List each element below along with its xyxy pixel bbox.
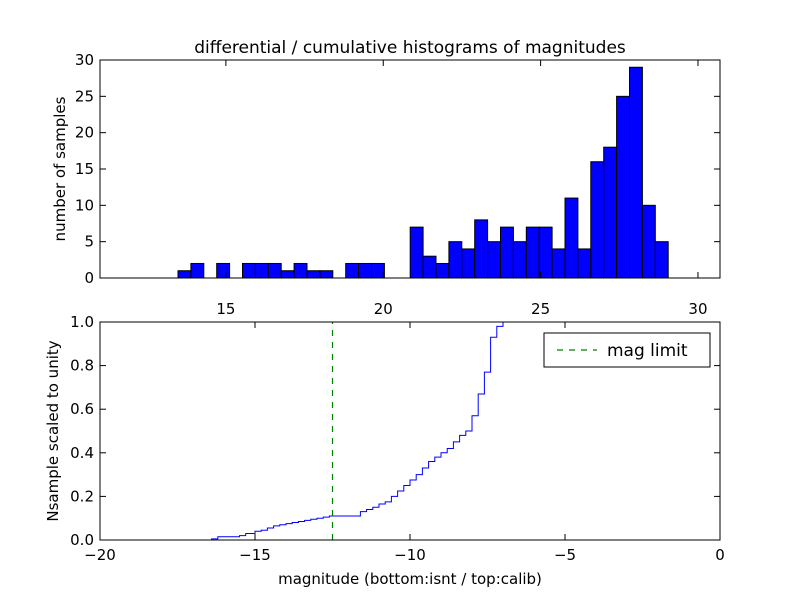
histogram-x-tick-label: 15 (216, 300, 235, 318)
histogram-bar (616, 95, 630, 279)
histogram-ticks: 15 20 25 30 0 5 10 15 20 25 30 (75, 51, 720, 318)
histogram-bar (577, 248, 592, 279)
cumulative-y-tick-label: 0.8 (70, 357, 94, 375)
histogram-bar (435, 262, 450, 279)
legend-label-mag-limit: mag limit (607, 341, 688, 361)
histogram-bar (190, 262, 205, 279)
histogram-bar (254, 262, 269, 279)
cumulative-x-tick-label: −5 (554, 546, 576, 564)
histogram-y-tick-label: 20 (75, 124, 94, 142)
histogram-bar (538, 226, 553, 279)
histogram-bar (280, 270, 295, 279)
histogram-y-tick-label: 5 (84, 233, 94, 251)
histogram-bar (371, 262, 385, 279)
histogram-x-tick-label: 30 (688, 300, 707, 318)
histogram-bar (629, 66, 643, 279)
histogram-bar (525, 226, 540, 279)
cumulative-x-axis-label: magnitude (bottom:isnt / top:calib) (278, 570, 542, 588)
histogram-bar (641, 204, 656, 279)
histogram-y-tick-label: 25 (75, 87, 94, 105)
histogram-bar (564, 197, 579, 279)
histogram-bar (551, 248, 566, 279)
cumulative-panel: −20 −15 −10 −5 0 0.0 0.2 0.4 0.6 0.8 1.0 magnitude… (44, 313, 725, 588)
histogram-bar (216, 262, 231, 279)
cumulative-y-tick-label: 0.2 (70, 487, 94, 505)
histogram-bar (242, 262, 256, 279)
histogram-bar (512, 241, 527, 279)
histogram-y-axis-label: number of samples (51, 96, 69, 241)
cumulative-y-axis-label: Nsample scaled to unity (44, 340, 62, 521)
histogram-bar (306, 270, 321, 279)
cumulative-step-line (100, 321, 516, 541)
chart-title: differential / cumulative histograms of … (194, 38, 626, 58)
histogram-bar (603, 146, 618, 279)
histogram-bar (500, 226, 514, 279)
histogram-panel: differential / cumulative histograms of … (51, 38, 721, 318)
cumulative-y-tick-label: 0.6 (70, 400, 94, 418)
histogram-bar (293, 262, 308, 279)
cumulative-x-tick-label: −20 (84, 546, 116, 564)
cumulative-x-tick-label: −10 (394, 546, 426, 564)
cumulative-y-tick-label: 0.0 (70, 531, 94, 549)
cumulative-y-tick-label: 0.4 (70, 444, 94, 462)
cumulative-ticks: −20 −15 −10 −5 0 0.0 0.2 0.4 0.6 0.8 1.0 (70, 313, 725, 564)
histogram-bar (345, 262, 360, 279)
histogram-bar (267, 262, 282, 279)
histogram-bar (590, 161, 605, 279)
cumulative-y-tick-label: 1.0 (70, 313, 94, 331)
histogram-bar (358, 262, 373, 279)
histogram-x-tick-label: 20 (374, 300, 393, 318)
histogram-y-tick-label: 0 (84, 269, 94, 287)
histogram-bar (461, 248, 476, 279)
cumulative-x-tick-label: −15 (239, 546, 271, 564)
histogram-bar (319, 270, 334, 279)
histogram-bar (177, 270, 192, 279)
histogram-bar (487, 241, 502, 279)
histogram-y-tick-label: 30 (75, 51, 94, 69)
histogram-bar (448, 241, 463, 279)
histogram-bar (409, 226, 424, 279)
histogram-bar (422, 255, 437, 279)
histogram-bar (474, 219, 489, 279)
histogram-y-tick-label: 10 (75, 196, 94, 214)
legend: mag limit (543, 332, 711, 368)
histogram-x-tick-label: 25 (531, 300, 550, 318)
cumulative-x-tick-label: 0 (715, 546, 725, 564)
histogram-y-tick-label: 15 (75, 160, 94, 178)
histogram-bar (654, 241, 669, 279)
